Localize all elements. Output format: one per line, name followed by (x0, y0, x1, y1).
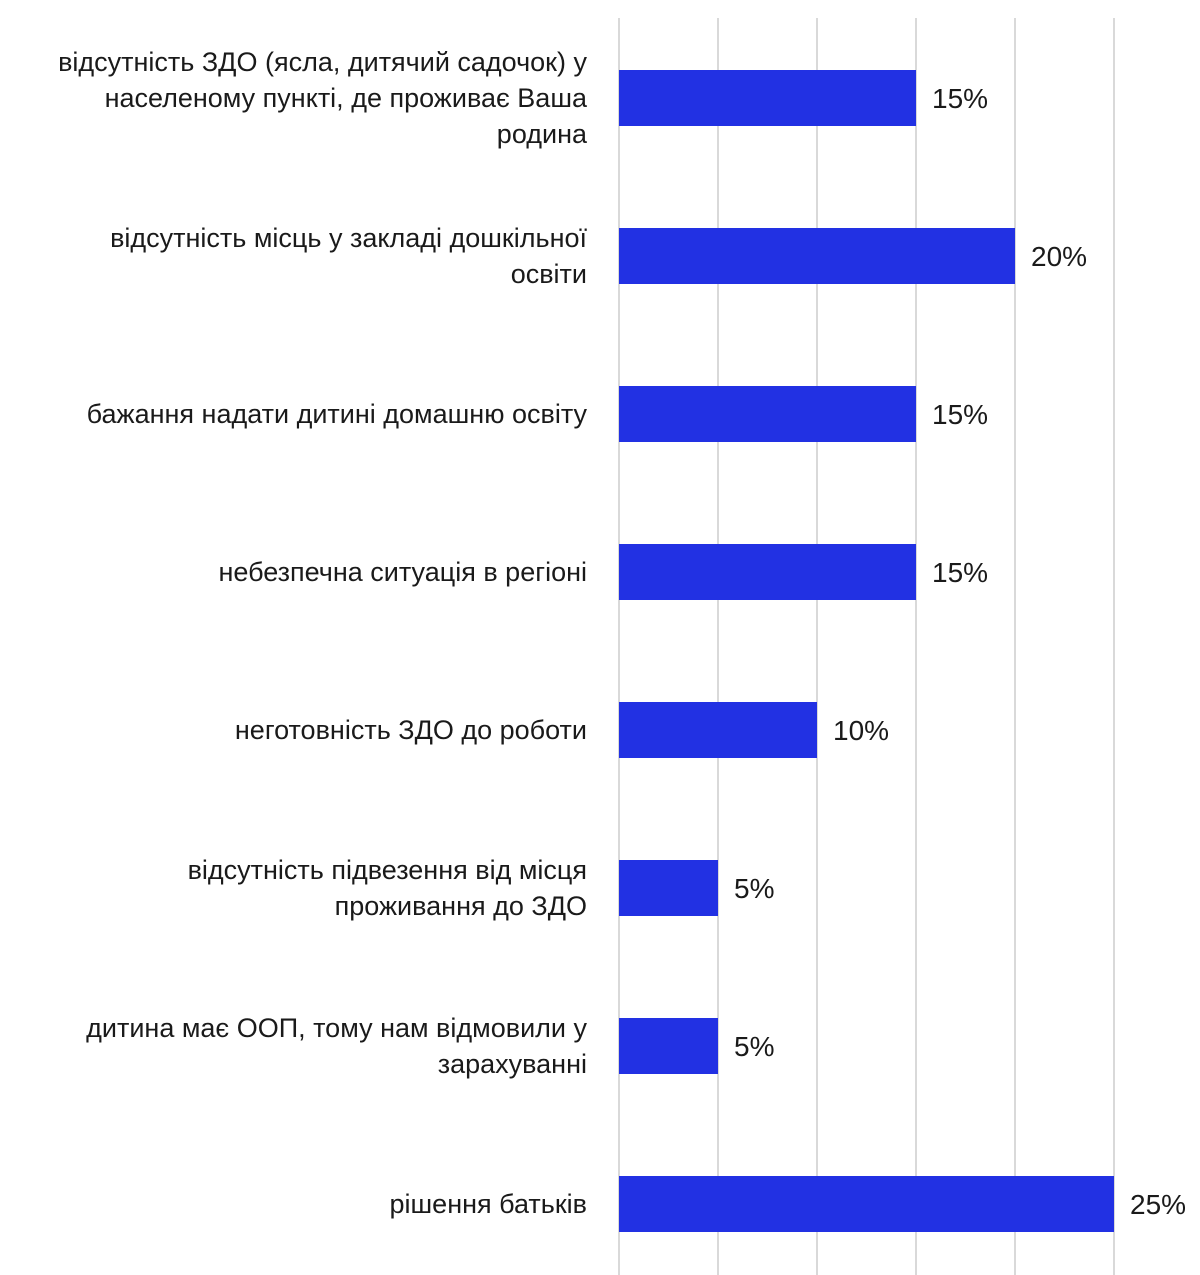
value-label: 5% (734, 1031, 774, 1062)
bars (619, 70, 1114, 1232)
category-label: бажання надати дитині домашню освіту (87, 399, 588, 429)
bar (619, 228, 1015, 284)
category-label-line: родина (497, 119, 588, 149)
category-label-line: населеному пункті, де проживає Ваша (105, 83, 588, 113)
grid-lines (618, 18, 1115, 1275)
bar (619, 702, 817, 758)
category-label-line: бажання надати дитині домашню освіту (87, 399, 588, 429)
bar (619, 1176, 1114, 1232)
category-label-line: дитина має ООП, тому нам відмовили у (86, 1013, 587, 1043)
category-label: відсутність ЗДО (ясла, дитячий садочок) … (58, 47, 588, 149)
category-label-line: відсутність місць у закладі дошкільної (110, 223, 587, 253)
category-label: відсутність місць у закладі дошкільної ос… (110, 223, 587, 289)
value-labels: 15% 20% 15% 15% 10% 5% 5% 25% (734, 83, 1186, 1220)
category-label-line: небезпечна ситуація в регіоні (218, 557, 587, 587)
category-label-line: неготовність ЗДО до роботи (235, 715, 587, 745)
value-label: 5% (734, 873, 774, 904)
category-label-line: проживання до ЗДО (335, 891, 587, 921)
value-label: 20% (1031, 241, 1087, 272)
bar (619, 70, 916, 126)
category-label: відсутність підвезення від місця проживан… (188, 855, 587, 921)
category-label: рішення батьків (390, 1189, 588, 1219)
bar (619, 386, 916, 442)
category-label-line: відсутність підвезення від місця (188, 855, 587, 885)
category-label: неготовність ЗДО до роботи (235, 715, 587, 745)
value-label: 10% (833, 715, 889, 746)
category-label-line: відсутність ЗДО (ясла, дитячий садочок) … (58, 47, 587, 77)
category-label-line: рішення батьків (390, 1189, 588, 1219)
category-label: небезпечна ситуація в регіоні (218, 557, 587, 587)
category-label-line: зарахуванні (438, 1049, 587, 1079)
value-label: 25% (1130, 1189, 1186, 1220)
category-labels: відсутність ЗДО (ясла, дитячий садочок) … (58, 47, 588, 1219)
bar (619, 1018, 718, 1074)
bar (619, 860, 718, 916)
category-label: дитина має ООП, тому нам відмовили у зара… (86, 1013, 587, 1079)
bar (619, 544, 916, 600)
value-label: 15% (932, 83, 988, 114)
category-label-line: освіти (511, 259, 587, 289)
value-label: 15% (932, 399, 988, 430)
value-label: 15% (932, 557, 988, 588)
